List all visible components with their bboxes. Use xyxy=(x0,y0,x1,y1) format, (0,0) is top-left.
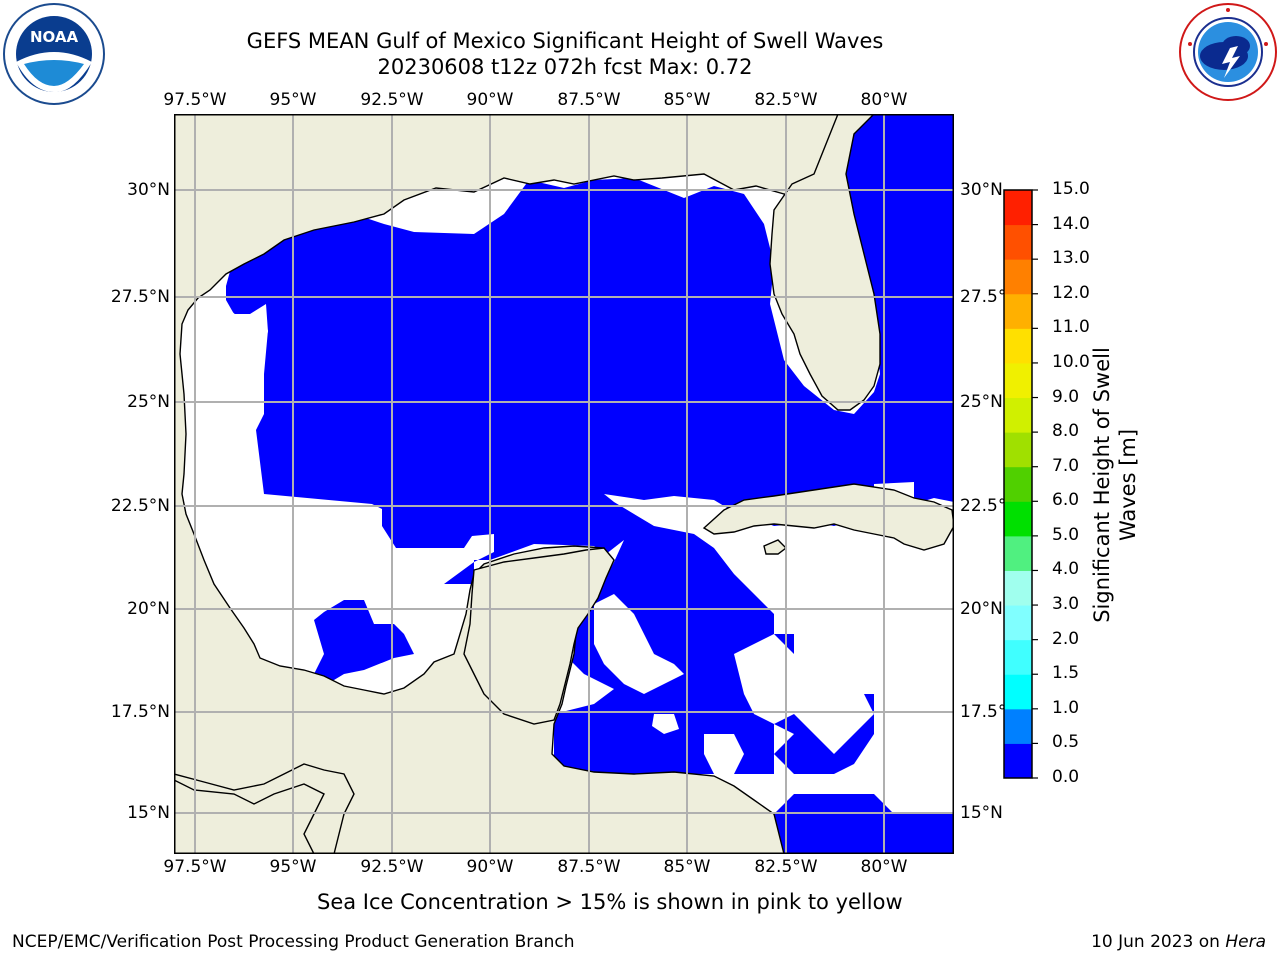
colorbar-segment xyxy=(1004,501,1032,537)
no-data-areas xyxy=(214,310,874,774)
colorbar-segment xyxy=(1004,224,1032,260)
lat-label-left: 22.5°N xyxy=(110,496,170,516)
lon-label-bottom: 85°W xyxy=(663,857,711,877)
lat-label-right: 30°N xyxy=(960,180,1003,200)
lat-label-left: 20°N xyxy=(127,599,170,619)
colorbar-tick-label: 8.0 xyxy=(1052,421,1080,442)
lon-label-top: 95°W xyxy=(269,90,317,110)
lon-label-top: 90°W xyxy=(466,90,514,110)
colorbar-tick-label: 1.5 xyxy=(1052,663,1080,684)
noaa-logo: NOAA xyxy=(3,3,105,105)
colorbar-tick-label: 10.0 xyxy=(1052,351,1090,372)
colorbar-segment xyxy=(1004,535,1032,571)
lat-label-right: 25°N xyxy=(960,392,1003,412)
lon-label-top: 80°W xyxy=(860,90,908,110)
lon-label-top: 97.5°W xyxy=(163,90,227,110)
lon-label-bottom: 90°W xyxy=(466,857,514,877)
lat-label-right: 22.5° xyxy=(960,496,1007,516)
lon-label-bottom: 92.5°W xyxy=(360,857,424,877)
land-cuba xyxy=(702,483,954,551)
colorbar-tick-label: 7.0 xyxy=(1052,455,1080,476)
colorbar-segment xyxy=(1004,328,1032,364)
colorbar xyxy=(1003,189,1038,779)
colorbar-segment xyxy=(1004,362,1032,399)
colorbar-tick-label: 6.0 xyxy=(1052,490,1080,511)
colorbar-tick-label: 0.0 xyxy=(1052,767,1080,787)
lon-label-bottom: 82.5°W xyxy=(754,857,818,877)
colorbar-tick-label: 9.0 xyxy=(1052,386,1080,407)
colorbar-tick-label: 1.0 xyxy=(1052,697,1080,718)
footer-date: 10 Jun 2023 on Hera xyxy=(1091,932,1266,952)
colorbar-tick-label: 5.0 xyxy=(1052,524,1080,545)
footer-date-text: 10 Jun 2023 on xyxy=(1091,932,1226,952)
colorbar-segment xyxy=(1004,743,1032,779)
footer-machine: Hera xyxy=(1225,932,1266,952)
chart-subtitle: 20230608 t12z 072h fcst Max: 0.72 xyxy=(377,55,753,79)
colorbar-tick-label: 15.0 xyxy=(1052,179,1090,199)
land-yucatan xyxy=(463,547,615,725)
colorbar-segment xyxy=(1004,639,1032,675)
lat-label-left: 15°N xyxy=(127,803,170,823)
lon-label-bottom: 87.5°W xyxy=(557,857,621,877)
map-panel[interactable] xyxy=(174,114,954,854)
lat-label-left: 30°N xyxy=(127,180,170,200)
nws-logo xyxy=(1179,3,1277,101)
colorbar-tick-label: 4.0 xyxy=(1052,559,1080,580)
lon-label-bottom: 80°W xyxy=(860,857,908,877)
lat-label-right: 15°N xyxy=(960,803,1003,823)
lat-label-left: 17.5°N xyxy=(110,702,170,722)
colorbar-segment xyxy=(1004,259,1032,295)
colorbar-tick-label: 0.5 xyxy=(1052,732,1080,753)
colorbar-tick-label: 11.0 xyxy=(1052,317,1090,338)
colorbar-segment xyxy=(1004,432,1032,468)
colorbar-segment xyxy=(1004,190,1032,226)
sea-ice-note: Sea Ice Concentration > 15% is shown in … xyxy=(317,890,903,914)
map-frame xyxy=(174,114,954,854)
colorbar-title-line1: Significant Height of Swell xyxy=(1090,347,1114,623)
lon-label-top: 87.5°W xyxy=(557,90,621,110)
lon-label-top: 92.5°W xyxy=(360,90,424,110)
lat-label-left: 25°N xyxy=(127,392,170,412)
colorbar-tick-label: 3.0 xyxy=(1052,594,1080,615)
colorbar-tick-label: 13.0 xyxy=(1052,248,1090,269)
graticule xyxy=(174,114,954,854)
noaa-logo-text: NOAA xyxy=(30,28,79,46)
colorbar-segment xyxy=(1004,605,1032,641)
lat-label-right: 17.5° xyxy=(960,702,1007,722)
lat-label-right: 27.5° xyxy=(960,287,1007,307)
colorbar-segment xyxy=(1004,570,1032,606)
lon-label-top: 85°W xyxy=(663,90,711,110)
colorbar-segment xyxy=(1004,708,1032,744)
lon-label-bottom: 95°W xyxy=(269,857,317,877)
lat-label-right: 20°N xyxy=(960,599,1003,619)
colorbar-segment xyxy=(1004,397,1032,433)
colorbar-segment xyxy=(1004,466,1032,502)
lat-label-left: 27.5°N xyxy=(110,287,170,307)
footer-credit: NCEP/EMC/Verification Post Processing Pr… xyxy=(12,932,575,952)
land-isle-of-youth xyxy=(763,539,788,555)
colorbar-tick-label: 12.0 xyxy=(1052,282,1090,303)
colorbar-segment xyxy=(1004,674,1032,710)
colorbar-tick-label: 2.0 xyxy=(1052,628,1080,649)
lon-label-bottom: 97.5°W xyxy=(163,857,227,877)
lon-label-top: 82.5°W xyxy=(754,90,818,110)
colorbar-title-line2: Waves [m] xyxy=(1116,428,1140,542)
chart-title: GEFS MEAN Gulf of Mexico Significant Hei… xyxy=(246,29,884,53)
colorbar-tick-label: 14.0 xyxy=(1052,213,1090,234)
colorbar-segment xyxy=(1004,293,1032,329)
colorbar-frame xyxy=(1003,189,1033,779)
